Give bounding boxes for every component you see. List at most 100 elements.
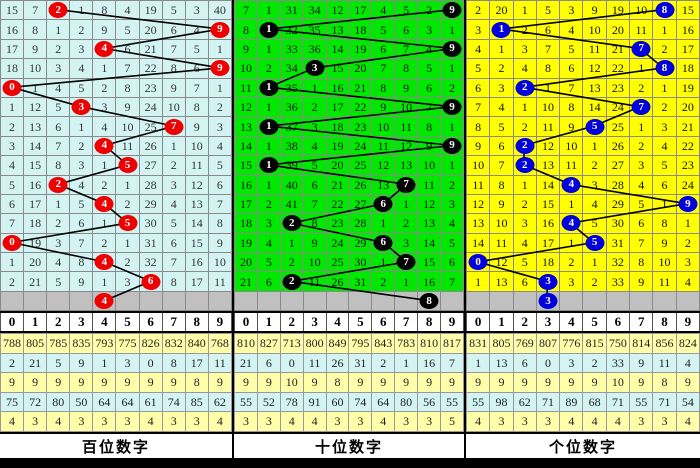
grid-cell[interactable]: 3 bbox=[302, 58, 327, 79]
grid-cell[interactable]: 5 bbox=[582, 213, 607, 234]
grid-cell-blank[interactable] bbox=[675, 290, 700, 312]
digit-header-2[interactable]: 2 bbox=[46, 311, 71, 333]
grid-cell[interactable]: 18 bbox=[348, 19, 373, 40]
grid-cell[interactable]: 1 bbox=[207, 77, 233, 98]
digit-header-7[interactable]: 7 bbox=[629, 311, 654, 333]
grid-cell[interactable]: 9 bbox=[440, 38, 464, 60]
grid-cell[interactable]: 10 bbox=[582, 19, 607, 40]
grid-cell[interactable]: 36 bbox=[279, 96, 304, 118]
grid-cell[interactable]: 20 bbox=[23, 252, 48, 273]
grid-cell[interactable]: 5 bbox=[46, 271, 71, 292]
grid-cell[interactable]: 1 bbox=[256, 174, 281, 195]
digit-header-1[interactable]: 1 bbox=[23, 311, 48, 333]
grid-cell[interactable]: 5 bbox=[371, 19, 396, 40]
grid-cell[interactable]: 1 bbox=[161, 135, 186, 157]
grid-cell[interactable]: 38 bbox=[279, 135, 304, 157]
grid-cell[interactable]: 9 bbox=[302, 232, 327, 254]
grid-cell[interactable]: 18 bbox=[325, 116, 350, 137]
grid-cell[interactable]: 2 bbox=[92, 174, 117, 195]
grid-cell[interactable]: 8 bbox=[161, 58, 186, 79]
grid-cell[interactable]: 4 bbox=[371, 0, 396, 21]
digit-header-9[interactable]: 9 bbox=[675, 311, 700, 333]
grid-cell[interactable]: 1 bbox=[512, 0, 537, 21]
grid-cell[interactable]: 4 bbox=[629, 174, 654, 195]
digit-header-3[interactable]: 3 bbox=[302, 311, 327, 333]
grid-cell[interactable]: 5 bbox=[440, 232, 464, 254]
grid-cell[interactable]: 2 bbox=[279, 271, 304, 292]
grid-cell[interactable]: 2 bbox=[46, 213, 71, 234]
grid-cell[interactable]: 1 bbox=[371, 213, 396, 234]
grid-cell[interactable]: 1 bbox=[559, 232, 584, 254]
grid-cell[interactable]: 17 bbox=[23, 193, 48, 215]
grid-cell[interactable]: 23 bbox=[605, 77, 631, 98]
grid-cell[interactable]: 1 bbox=[46, 19, 71, 40]
grid-cell[interactable]: 2 bbox=[115, 193, 140, 215]
grid-cell[interactable]: 20 bbox=[138, 19, 163, 40]
grid-cell[interactable]: 2 bbox=[256, 58, 281, 79]
grid-cell-blank[interactable] bbox=[652, 290, 677, 312]
grid-cell[interactable]: 2 bbox=[46, 174, 71, 195]
grid-cell[interactable]: 0 bbox=[465, 252, 491, 273]
grid-cell[interactable]: 10 bbox=[234, 58, 258, 79]
grid-cell[interactable]: 29 bbox=[138, 193, 163, 215]
grid-cell[interactable]: 7 bbox=[629, 38, 654, 60]
grid-cell[interactable]: 28 bbox=[348, 213, 373, 234]
grid-cell[interactable]: 12 bbox=[582, 58, 607, 79]
grid-cell[interactable]: 1 bbox=[46, 193, 71, 215]
grid-cell[interactable]: 8 bbox=[417, 116, 442, 137]
grid-cell[interactable]: 3 bbox=[394, 232, 419, 254]
digit-header-0[interactable]: 0 bbox=[0, 311, 25, 333]
digit-header-6[interactable]: 6 bbox=[605, 311, 631, 333]
digit-header-5[interactable]: 5 bbox=[348, 311, 373, 333]
grid-cell[interactable]: 7 bbox=[417, 96, 442, 118]
digit-header-0[interactable]: 0 bbox=[465, 311, 491, 333]
grid-cell[interactable]: 20 bbox=[348, 58, 373, 79]
grid-cell[interactable]: 5 bbox=[302, 155, 327, 176]
grid-cell[interactable]: 1 bbox=[302, 77, 327, 98]
grid-cell[interactable]: 4 bbox=[184, 19, 209, 40]
grid-cell[interactable]: 29 bbox=[348, 232, 373, 254]
grid-cell[interactable]: 5 bbox=[115, 213, 140, 234]
grid-cell-blank[interactable] bbox=[348, 290, 373, 312]
grid-cell[interactable]: 10 bbox=[371, 116, 396, 137]
grid-cell[interactable]: 2 bbox=[46, 38, 71, 60]
grid-cell[interactable]: 2 bbox=[92, 77, 117, 98]
grid-cell[interactable]: 2 bbox=[0, 116, 25, 137]
grid-cell-blank[interactable] bbox=[234, 290, 258, 312]
grid-cell[interactable]: 1 bbox=[256, 135, 281, 157]
grid-cell[interactable]: 4 bbox=[512, 58, 537, 79]
grid-cell[interactable]: 4 bbox=[92, 116, 117, 137]
grid-cell[interactable]: 6 bbox=[535, 19, 561, 40]
grid-cell[interactable]: 4 bbox=[582, 193, 607, 215]
digit-header-3[interactable]: 3 bbox=[535, 311, 561, 333]
grid-cell-blank[interactable] bbox=[256, 290, 281, 312]
grid-cell[interactable]: 9 bbox=[559, 116, 584, 137]
grid-cell[interactable]: 5 bbox=[582, 116, 607, 137]
grid-cell[interactable]: 10 bbox=[115, 116, 140, 137]
grid-cell[interactable]: 3 bbox=[92, 96, 117, 118]
grid-cell[interactable]: 6 bbox=[559, 58, 584, 79]
grid-cell[interactable]: 26 bbox=[348, 174, 373, 195]
grid-cell[interactable]: 12 bbox=[325, 0, 350, 21]
grid-cell[interactable]: 7 bbox=[0, 213, 25, 234]
grid-cell[interactable]: 6 bbox=[302, 174, 327, 195]
grid-cell[interactable]: 16 bbox=[535, 213, 561, 234]
grid-cell[interactable]: 4 bbox=[92, 252, 117, 273]
grid-cell[interactable]: 15 bbox=[23, 155, 48, 176]
grid-cell[interactable]: 9 bbox=[371, 96, 396, 118]
grid-cell[interactable]: 3 bbox=[69, 38, 94, 60]
grid-cell[interactable]: 5 bbox=[161, 0, 186, 21]
grid-cell[interactable]: 7 bbox=[302, 193, 327, 215]
grid-cell-blank[interactable] bbox=[582, 290, 607, 312]
digit-header-8[interactable]: 8 bbox=[652, 311, 677, 333]
grid-cell[interactable]: 4 bbox=[69, 58, 94, 79]
grid-cell[interactable]: 1 bbox=[582, 135, 607, 157]
grid-cell[interactable]: 6 bbox=[465, 77, 491, 98]
grid-cell[interactable]: 2 bbox=[92, 232, 117, 254]
grid-cell[interactable]: 2 bbox=[559, 252, 584, 273]
grid-cell[interactable]: 13 bbox=[489, 271, 514, 292]
grid-cell[interactable]: 7 bbox=[371, 58, 396, 79]
grid-cell[interactable]: 3 bbox=[417, 19, 442, 40]
grid-cell[interactable]: 25 bbox=[605, 116, 631, 137]
grid-cell[interactable]: 9 bbox=[440, 96, 464, 118]
